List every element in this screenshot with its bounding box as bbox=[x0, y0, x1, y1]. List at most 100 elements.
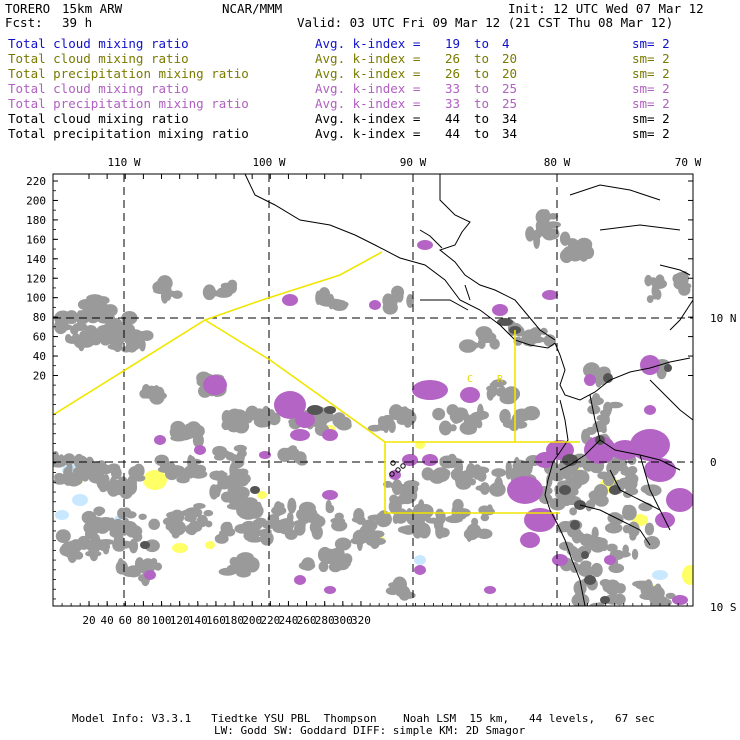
gray-cloud-cluster bbox=[205, 520, 213, 528]
galapagos-island bbox=[395, 467, 401, 473]
gray-cloud-cluster bbox=[127, 329, 143, 341]
gray-cloud-cluster bbox=[311, 513, 321, 525]
gray-cloud-cluster bbox=[382, 420, 390, 433]
gray-cloud-cluster bbox=[173, 521, 183, 531]
gray-cloud-cluster bbox=[450, 409, 462, 424]
y-tick-label: 220 bbox=[26, 175, 46, 188]
valid-time: Valid: 03 UTC Fri 09 Mar 12 (21 CST Thu … bbox=[297, 15, 674, 30]
coastline bbox=[609, 469, 661, 511]
gray-cloud-cluster bbox=[382, 414, 394, 423]
gray-cloud-cluster bbox=[558, 541, 574, 551]
legend-to-word: to bbox=[474, 126, 490, 141]
gray-cloud-cluster bbox=[378, 510, 389, 521]
gray-cloud-cluster bbox=[72, 466, 90, 476]
gray-cloud-cluster bbox=[153, 385, 160, 394]
yellow-precip-patch bbox=[205, 541, 215, 549]
gray-cloud-cluster bbox=[96, 517, 104, 530]
gray-cloud-cluster bbox=[524, 329, 534, 337]
dark-cloud-core bbox=[581, 551, 589, 559]
gray-cloud-cluster bbox=[185, 512, 194, 520]
model-resolution: 15km ARW bbox=[62, 1, 123, 16]
gray-cloud-cluster bbox=[504, 419, 514, 427]
gray-cloud-cluster bbox=[105, 318, 113, 332]
x-tick-label: 200 bbox=[242, 614, 262, 627]
gray-cloud-cluster bbox=[406, 508, 415, 522]
magenta-cloud-patch bbox=[672, 595, 688, 605]
gray-cloud-cluster bbox=[74, 455, 89, 470]
legend-field: Total precipitation mixing ratio bbox=[8, 96, 249, 111]
yellow-precip-patch bbox=[257, 491, 267, 499]
gray-cloud-cluster bbox=[171, 530, 180, 539]
gray-cloud-cluster bbox=[477, 338, 486, 350]
gray-cloud-cluster bbox=[571, 528, 583, 544]
legend-sm: sm= 2 bbox=[632, 51, 670, 66]
gray-cloud-cluster bbox=[433, 516, 444, 532]
legend-to-word: to bbox=[474, 96, 490, 111]
gray-cloud-cluster bbox=[658, 596, 669, 606]
model-name: TORERO bbox=[5, 1, 51, 16]
gray-cloud-cluster bbox=[284, 529, 298, 540]
yellow-precip-patch bbox=[172, 543, 188, 553]
init-time: Init: 12 UTC Wed 07 Mar 12 bbox=[508, 1, 704, 16]
gray-cloud-cluster bbox=[170, 420, 186, 435]
dark-cloud-core bbox=[497, 318, 513, 326]
legend-field: Total cloud mixing ratio bbox=[8, 36, 189, 51]
gray-cloud-cluster bbox=[96, 296, 110, 305]
gray-cloud-cluster bbox=[171, 290, 183, 299]
gray-cloud-cluster bbox=[101, 476, 109, 492]
gray-cloud-cluster bbox=[479, 482, 490, 495]
gray-cloud-cluster bbox=[389, 482, 402, 489]
gray-cloud-cluster bbox=[557, 480, 574, 488]
latitude-label: 10 S bbox=[710, 601, 737, 614]
gray-cloud-cluster bbox=[491, 379, 507, 387]
longitude-label: 90 W bbox=[400, 156, 427, 169]
coastline bbox=[464, 284, 471, 301]
gray-cloud-cluster bbox=[656, 366, 667, 380]
gray-cloud-cluster bbox=[569, 507, 578, 516]
legend-sm: sm= 2 bbox=[632, 111, 670, 126]
gray-cloud-cluster bbox=[480, 513, 490, 522]
magenta-cloud-patch bbox=[584, 374, 596, 386]
y-tick-label: 60 bbox=[33, 331, 46, 344]
gray-cloud-cluster bbox=[153, 287, 170, 295]
gray-cloud-cluster bbox=[81, 510, 97, 525]
legend-to: 25 bbox=[502, 81, 518, 96]
legend-sm: sm= 2 bbox=[632, 66, 670, 81]
gray-cloud-cluster bbox=[87, 520, 97, 531]
gray-cloud-cluster bbox=[525, 226, 535, 242]
x-tick-label: 80 bbox=[137, 614, 150, 627]
galapagos-island bbox=[400, 463, 406, 469]
legend-stat: Avg. k-index = bbox=[315, 111, 421, 126]
region-label: R bbox=[497, 374, 504, 385]
gray-cloud-cluster bbox=[566, 238, 579, 247]
gray-cloud-cluster bbox=[395, 289, 404, 303]
gray-cloud-cluster bbox=[259, 531, 274, 546]
gray-cloud-cluster bbox=[607, 401, 623, 409]
gray-cloud-cluster bbox=[477, 403, 484, 420]
gray-cloud-cluster bbox=[406, 294, 415, 309]
gray-cloud-cluster bbox=[404, 420, 412, 428]
x-tick-label: 20 bbox=[82, 614, 95, 627]
coastline bbox=[659, 264, 691, 276]
magenta-cloud-patch bbox=[290, 429, 310, 441]
gray-cloud-cluster bbox=[107, 482, 120, 497]
coastline bbox=[589, 394, 681, 471]
gray-cloud-cluster bbox=[319, 300, 337, 307]
gray-cloud-cluster bbox=[478, 327, 488, 338]
gray-cloud-cluster bbox=[561, 249, 569, 260]
magenta-cloud-patch bbox=[417, 240, 433, 250]
magenta-cloud-patch bbox=[422, 454, 438, 466]
latitude-label: 0 bbox=[710, 456, 717, 469]
forecast-hour: 39 h bbox=[62, 15, 93, 30]
legend-stat: Avg. k-index = bbox=[315, 81, 421, 96]
gray-cloud-cluster bbox=[591, 526, 599, 540]
gray-cloud-cluster bbox=[388, 420, 396, 434]
magenta-cloud-patch bbox=[282, 294, 298, 306]
gray-cloud-cluster bbox=[588, 396, 604, 406]
x-tick-label: 260 bbox=[297, 614, 317, 627]
gray-cloud-cluster bbox=[587, 404, 601, 415]
gray-cloud-cluster bbox=[133, 463, 145, 479]
y-tick-label: 140 bbox=[26, 253, 46, 266]
longitude-label: 80 W bbox=[544, 156, 571, 169]
gray-cloud-cluster bbox=[486, 388, 495, 401]
